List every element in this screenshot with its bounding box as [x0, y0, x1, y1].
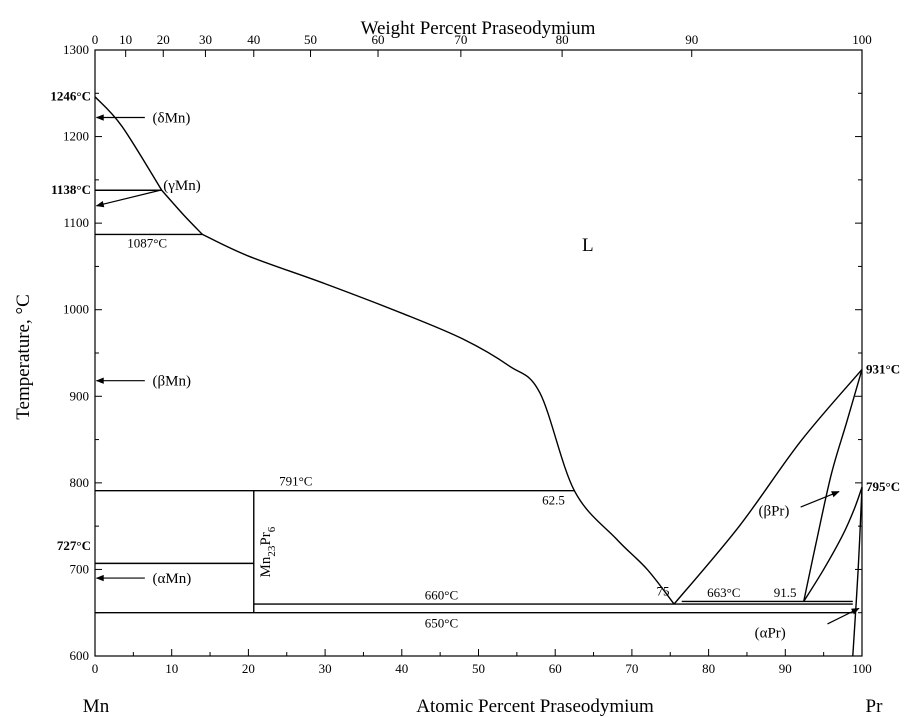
beta-alpha-pr-boundary: [803, 486, 863, 602]
compound-label-part: Pr: [258, 532, 274, 545]
temp-label-left-0: 1246°C: [50, 89, 91, 104]
annotation-4: 75: [656, 583, 669, 598]
compound-label: Mn23Pr6: [258, 526, 278, 577]
x-tick-label-70: 70: [625, 661, 638, 676]
wt-tick-label-10: 10: [119, 32, 132, 47]
annotation-0: L: [582, 235, 594, 256]
phase-arrow-1: [95, 189, 161, 208]
phase-boundaries: [94, 96, 863, 657]
temp-label-left-1: 1138°C: [51, 182, 91, 197]
y-tick-label-800: 800: [70, 475, 90, 490]
y-tick-label-900: 900: [70, 388, 90, 403]
wt-tick-label-30: 30: [199, 32, 212, 47]
phase-label-5: (αPr): [755, 626, 786, 642]
liquidus-mn-beta: [202, 233, 675, 605]
x-tick-label-20: 20: [242, 661, 255, 676]
top-axis-title: Weight Percent Praseodymium: [361, 18, 596, 39]
annotation-1: 1087°C: [127, 235, 167, 250]
liquidus-mn-gamma: [161, 189, 203, 235]
annotation-6: 91.5: [774, 585, 797, 600]
x-tick-label-100: 100: [852, 661, 872, 676]
annotation-5: 663°C: [707, 585, 740, 600]
phase-arrow-4: [800, 490, 840, 508]
wt-tick-label-70: 70: [454, 32, 467, 47]
liquidus-pr: [673, 368, 863, 605]
x-tick-label-90: 90: [779, 661, 792, 676]
y-tick-label-700: 700: [70, 561, 90, 576]
annotation-8: 650°C: [425, 615, 458, 630]
x-tick-label-50: 50: [472, 661, 485, 676]
diagram-labels: L 1087°C 791°C 62.5 75 663°C 91.5 660°C 650°C 124…: [50, 89, 900, 642]
y-tick-label-1000: 1000: [63, 302, 89, 317]
solidus-beta-pr: [803, 369, 863, 602]
compound-label-part: 6: [266, 526, 278, 532]
x-tick-label-10: 10: [165, 661, 178, 676]
x-tick-label-60: 60: [549, 661, 562, 676]
wt-tick-label-60: 60: [372, 32, 385, 47]
wt-tick-label-50: 50: [304, 32, 317, 47]
wt-tick-label-80: 80: [556, 32, 569, 47]
phase-label-0: (δMn): [153, 111, 191, 127]
phase-label-1: (γMn): [163, 178, 200, 194]
component-right-label: Pr: [866, 696, 884, 717]
temp-label-left-2: 727°C: [57, 538, 91, 553]
alpha-pr-solvus: [852, 487, 863, 657]
wt-tick-label-0: 0: [92, 32, 99, 47]
temp-label-right-0: 931°C: [866, 361, 900, 376]
y-tick-label-1200: 1200: [63, 129, 89, 144]
bottom-axis-title: Atomic Percent Praseodymium: [416, 696, 654, 717]
phase-label-4: (βPr): [758, 504, 789, 520]
phase-label-3: (αMn): [153, 571, 192, 587]
phase-arrow-5: [827, 607, 860, 625]
wt-tick-label-90: 90: [685, 32, 698, 47]
wt-tick-label-20: 20: [157, 32, 170, 47]
wt-tick-label-100: 100: [852, 32, 872, 47]
phase-label-2: (βMn): [153, 374, 191, 390]
annotation-3: 62.5: [542, 493, 565, 508]
axis-ticks: 0 10 20 30 40 50 60 70 80 90 100600700800900100011…: [63, 32, 872, 676]
y-axis-title: Temperature, °C: [13, 294, 34, 420]
compound-label-part: 23: [266, 545, 278, 557]
compound-label-part: Mn: [258, 556, 274, 577]
plot-frame: [94, 49, 863, 657]
x-tick-label-30: 30: [319, 661, 332, 676]
x-tick-label-40: 40: [395, 661, 408, 676]
y-tick-label-1100: 1100: [63, 215, 89, 230]
x-tick-label-80: 80: [702, 661, 715, 676]
x-tick-label-0: 0: [92, 661, 99, 676]
y-tick-label-1300: 1300: [63, 42, 89, 57]
liquidus-mn-delta: [94, 96, 163, 191]
component-left-label: Mn: [83, 696, 110, 717]
wt-tick-label-40: 40: [247, 32, 260, 47]
temp-label-right-1: 795°C: [866, 479, 900, 494]
y-tick-label-600: 600: [70, 648, 90, 663]
annotation-2: 791°C: [279, 473, 312, 488]
annotation-7: 660°C: [425, 588, 458, 603]
